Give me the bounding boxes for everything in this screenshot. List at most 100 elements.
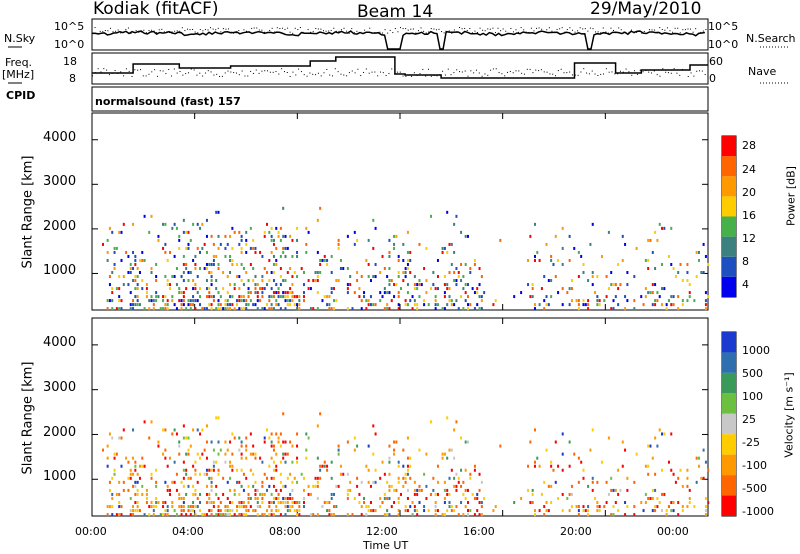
velocity-range-gate [229,501,232,505]
velocity-range-gate [127,488,130,492]
power-range-gate [233,307,236,311]
nave-dot [475,69,477,71]
power-range-gate [187,242,190,246]
power-range-gate [187,230,190,234]
velocity-range-gate [171,432,174,436]
velocity-range-gate [240,501,243,505]
velocity-range-gate [192,484,195,488]
noise-search-dot [536,27,538,29]
power-range-gate [108,226,111,230]
power-range-gate [337,238,340,242]
power-range-gate [129,262,132,266]
power-range-gate [316,279,319,283]
velocity-range-gate [453,509,456,513]
noise-search-dot [379,31,381,33]
velocity-range-gate [566,496,569,500]
velocity-range-gate [162,501,165,505]
nave-dot [233,72,235,74]
velocity-range-gate [654,505,657,509]
power-range-gate [261,275,264,279]
power-range-gate [263,230,266,234]
nave-dot [258,72,260,74]
power-range-gate [681,299,684,303]
power-range-gate [217,210,220,214]
noise-search-dot [197,32,199,34]
velocity-range-gate [365,505,368,509]
velocity-range-gate [464,496,467,500]
velocity-range-gate [252,472,255,476]
power-range-gate [450,303,453,307]
power-range-gate [404,266,407,270]
velocity-range-gate [252,452,255,456]
velocity-range-gate [134,484,137,488]
velocity-range-gate [245,448,248,452]
velocity-range-gate [102,448,105,452]
power-range-gate [261,291,264,295]
power-range-gate [118,299,121,303]
velocity-range-gate [529,501,532,505]
power-range-gate [443,283,446,287]
velocity-range-gate [473,513,476,517]
power-range-gate [199,250,202,254]
power-range-gate [356,271,359,275]
nave-dot [337,71,339,73]
power-range-gate [430,287,433,291]
velocity-range-gate [404,472,407,476]
velocity-range-gate [582,476,585,480]
power-range-gate [672,266,675,270]
power-range-gate [212,254,215,258]
velocity-range-gate [393,501,396,505]
velocity-range-gate [545,501,548,505]
power-range-gate [268,307,271,311]
power-range-gate [266,222,269,226]
power-range-gate [342,266,345,270]
velocity-range-gate [245,509,248,513]
power-cbar-tick-24: 24 [742,163,756,176]
velocity-cbar-tick-500: 500 [742,367,763,380]
power-range-gate [189,238,192,242]
nave-dot [411,75,413,77]
power-range-gate [654,303,657,307]
noise-search-dot [320,28,322,30]
power-range-gate [298,295,301,299]
noise-search-dot [281,27,283,29]
velocity-range-gate [162,452,165,456]
velocity-range-gate [413,488,416,492]
velocity-range-gate [296,456,299,460]
velocity-range-gate [406,464,409,468]
velocity-range-gate [192,509,195,513]
velocity-range-gate [610,476,613,480]
noise-search-dot [212,28,214,30]
nave-dot [639,69,641,71]
noise-search-dot [494,32,496,34]
power-range-gate [182,218,185,222]
power-range-gate [480,299,483,303]
power-range-gate [453,303,456,307]
power-range-gate [436,258,439,262]
velocity-range-gate [367,468,370,472]
nave-dot [117,72,119,74]
velocity-range-gate [704,460,707,464]
noise-search-dot [641,32,643,34]
velocity-range-gate [610,513,613,517]
freq-step-line [92,56,708,79]
power-range-gate [205,287,208,291]
velocity-range-gate [132,513,135,517]
freq-label: Freq. [5,56,33,69]
velocity-range-gate [406,468,409,472]
power-range-gate [212,258,215,262]
velocity-range-gate [282,501,285,505]
power-cbar-tick-4: 4 [742,278,749,291]
velocity-range-gate [476,509,479,513]
velocity-range-gate [164,456,167,460]
power-range-gate [208,287,211,291]
power-range-gate [402,242,405,246]
velocity-range-gate [155,484,158,488]
velocity-range-gate [365,513,368,517]
velocity-range-gate [136,472,139,476]
velocity-range-gate [349,488,352,492]
velocity-range-gate [309,492,312,496]
noise-search-dot [279,28,281,30]
freq-strip-frame [91,52,709,85]
power-range-gate [157,234,160,238]
